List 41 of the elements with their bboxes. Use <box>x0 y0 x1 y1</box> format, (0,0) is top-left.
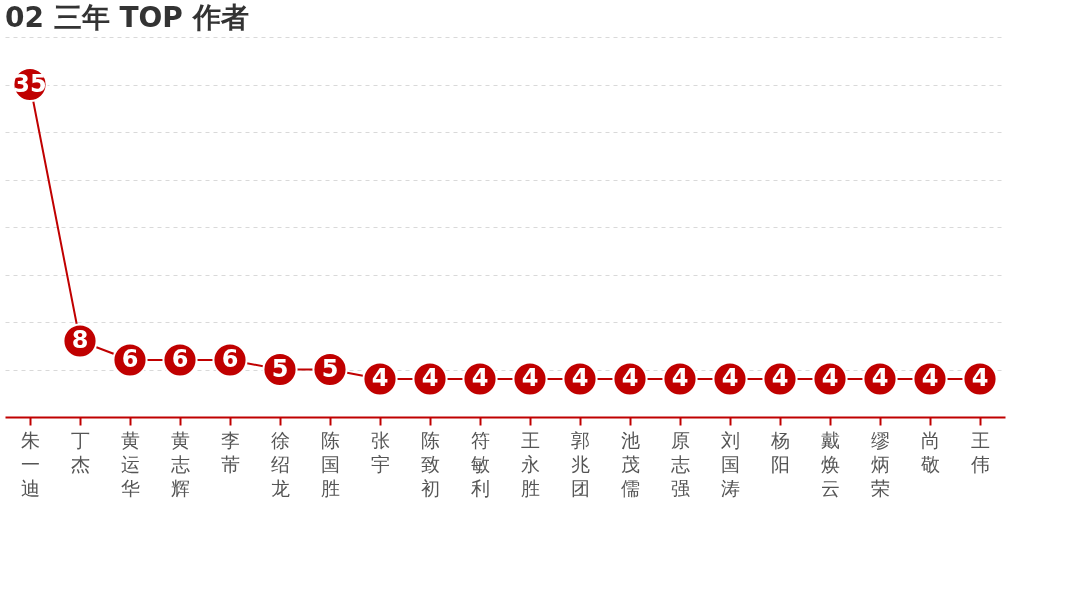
x-tick-label: 王伟 <box>971 428 990 475</box>
data-label: 4 <box>471 364 489 392</box>
data-label: 6 <box>171 345 189 373</box>
x-tick-label: 郭兆团 <box>571 428 590 499</box>
x-tick-label: 符敏利 <box>471 428 490 499</box>
x-tick-label: 戴焕云 <box>821 428 840 499</box>
x-tick-label: 李芾 <box>221 428 240 475</box>
x-tick-label: 徐绍龙 <box>271 428 290 499</box>
data-label: 4 <box>921 364 939 392</box>
data-label: 6 <box>121 345 139 373</box>
data-label: 4 <box>421 364 439 392</box>
data-label: 4 <box>571 364 589 392</box>
x-tick-label: 尚敬 <box>921 428 940 475</box>
chart-title: 02 三年 TOP 作者 <box>5 1 249 34</box>
data-label: 8 <box>71 326 89 354</box>
data-label: 4 <box>671 364 689 392</box>
data-label: 4 <box>871 364 889 392</box>
data-label: 4 <box>771 364 789 392</box>
data-label: 4 <box>971 364 989 392</box>
data-label: 4 <box>371 364 389 392</box>
x-tick-label: 原志强 <box>671 428 690 499</box>
data-label: 4 <box>621 364 639 392</box>
x-tick-label: 刘国涛 <box>721 428 740 499</box>
x-tick-label: 张宇 <box>371 428 390 475</box>
x-tick-label: 黄志辉 <box>171 428 190 499</box>
data-label: 4 <box>521 364 539 392</box>
data-label: 5 <box>321 354 339 383</box>
x-tick-label: 黄运华 <box>121 428 140 499</box>
x-tick-label: 杨阳 <box>770 428 790 475</box>
data-label: 6 <box>221 345 239 373</box>
x-tick-label: 陈国胜 <box>321 428 340 499</box>
data-label: 5 <box>271 354 289 383</box>
x-tick-label: 丁杰 <box>71 428 90 475</box>
x-tick-label: 朱一迪 <box>21 428 40 499</box>
x-tick-label: 王永胜 <box>521 428 540 499</box>
data-label: 4 <box>821 364 839 392</box>
x-tick-label: 陈致初 <box>421 428 440 499</box>
data-label: 35 <box>13 69 47 98</box>
data-label: 4 <box>721 364 739 392</box>
x-tick-label: 池茂儒 <box>621 428 640 499</box>
x-tick-label: 缪炳荣 <box>871 428 890 499</box>
